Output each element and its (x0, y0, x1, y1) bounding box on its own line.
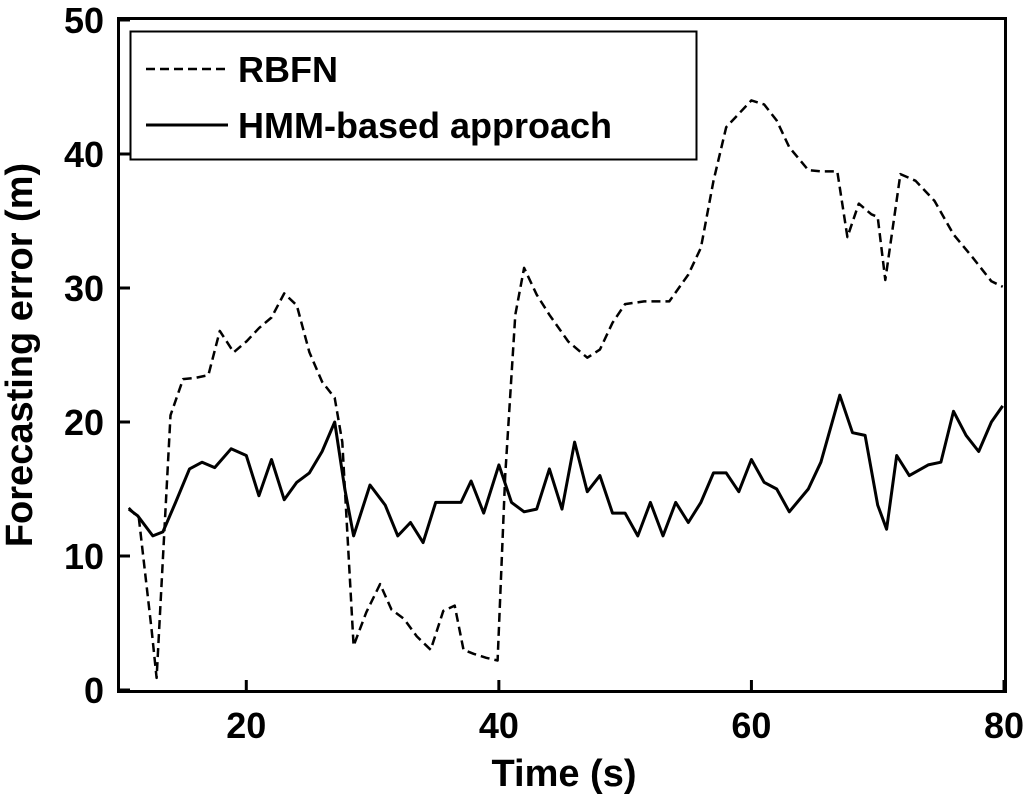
legend-box (129, 30, 698, 161)
legend: RBFN HMM-based approach (129, 30, 698, 161)
plot-lines (127, 99, 1004, 680)
y-axis: 0 10 20 30 40 50 (64, 0, 130, 711)
y-tick-label: 0 (84, 670, 104, 711)
x-tick-label: 40 (479, 705, 519, 746)
x-tick-label: 80 (984, 705, 1024, 746)
series-line-hmm (127, 393, 1004, 545)
x-tick-label: 20 (226, 705, 266, 746)
y-axis-title: Forecasting error (m) (0, 163, 41, 547)
y-tick-label: 20 (64, 402, 104, 443)
y-tick-label: 10 (64, 536, 104, 577)
x-axis: 20 40 60 80 (226, 680, 1024, 746)
y-tick-label: 50 (64, 0, 104, 41)
plot-area-frame (117, 17, 1007, 693)
y-tick-label: 30 (64, 268, 104, 309)
y-tick-label: 40 (64, 134, 104, 175)
legend-label-hmm: HMM-based approach (238, 105, 612, 146)
x-axis-title: Time (s) (491, 753, 636, 795)
x-tick-label: 60 (731, 705, 771, 746)
legend-label-rbfn: RBFN (238, 49, 338, 90)
series-line-rbfn (127, 99, 1004, 680)
